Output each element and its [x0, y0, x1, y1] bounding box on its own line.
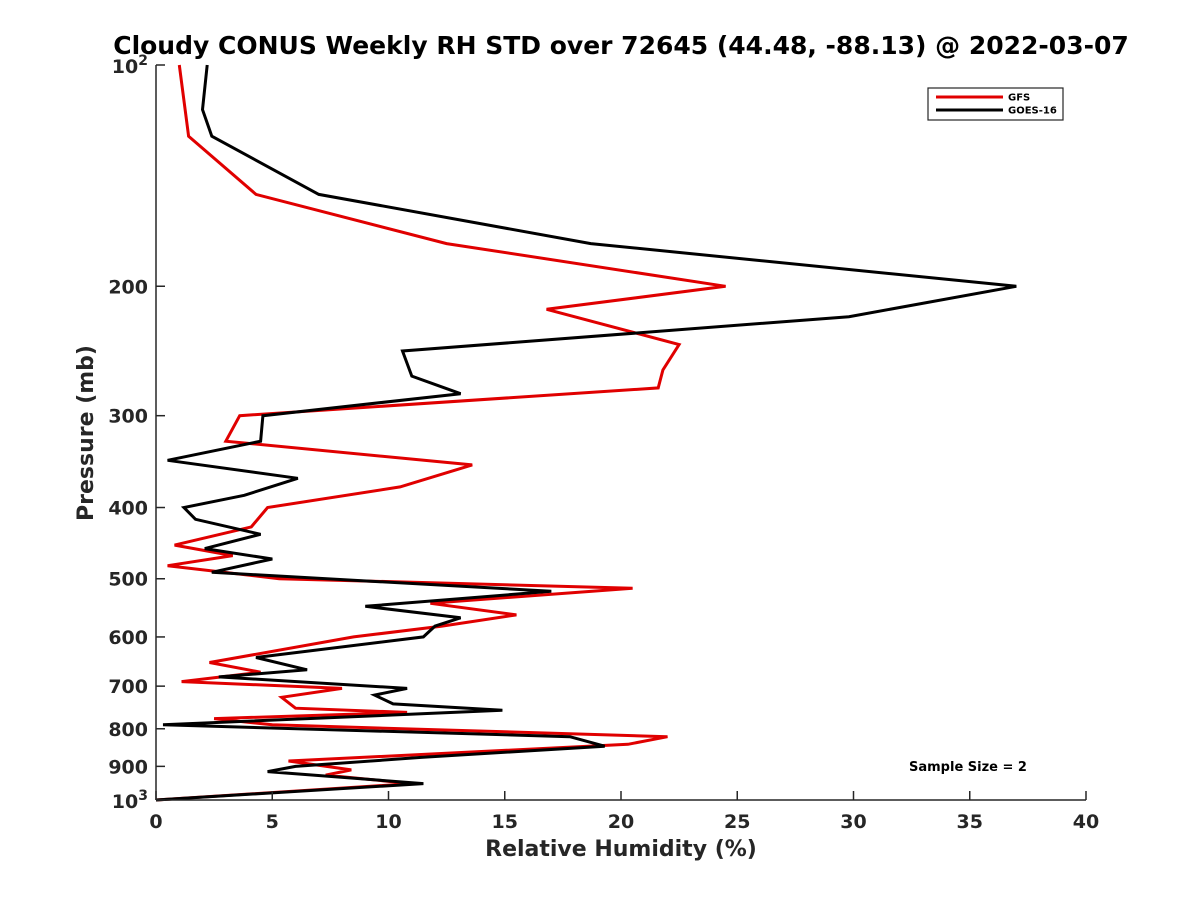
- series-line-gfs: [155, 64, 726, 802]
- plot-area: [155, 64, 1017, 802]
- y-axis-label: Pressure (mb): [74, 345, 99, 521]
- chart-title: Cloudy CONUS Weekly RH STD over 72645 (4…: [113, 31, 1129, 60]
- y-tick-label: 200: [108, 276, 148, 298]
- x-tick-label: 25: [724, 811, 750, 833]
- y-tick-label: 103: [112, 788, 148, 813]
- y-tick-label: 300: [108, 406, 148, 428]
- sample-size-annotation: Sample Size = 2: [909, 760, 1027, 775]
- x-tick-label: 30: [840, 811, 866, 833]
- legend-box: [927, 87, 1064, 121]
- y-axis: 102 200 300 400 500 600 700 800 900 103: [108, 53, 165, 813]
- x-tick-label: 40: [1073, 811, 1099, 833]
- x-tick-label: 0: [149, 811, 162, 833]
- y-tick-label: 500: [108, 569, 148, 591]
- x-tick-label: 35: [957, 811, 983, 833]
- series-line-goes-16: [155, 64, 1017, 802]
- x-tick-label: 5: [266, 811, 279, 833]
- y-tick-label: 900: [108, 756, 148, 778]
- legend-label: GFS: [1008, 93, 1030, 104]
- x-tick-label: 10: [375, 811, 401, 833]
- y-tick-label: 102: [112, 53, 148, 78]
- x-axis-label: Relative Humidity (%): [485, 837, 757, 862]
- y-tick-label: 400: [108, 498, 148, 520]
- x-tick-label: 15: [492, 811, 518, 833]
- y-tick-label: 600: [108, 627, 148, 649]
- y-tick-label: 800: [108, 719, 148, 741]
- legend: GFS GOES-16: [927, 87, 1064, 121]
- legend-label: GOES-16: [1008, 106, 1057, 117]
- y-tick-label: 700: [108, 676, 148, 698]
- x-axis: 0 5 10 15 20 25 30 35 40: [149, 791, 1099, 833]
- x-tick-label: 20: [608, 811, 634, 833]
